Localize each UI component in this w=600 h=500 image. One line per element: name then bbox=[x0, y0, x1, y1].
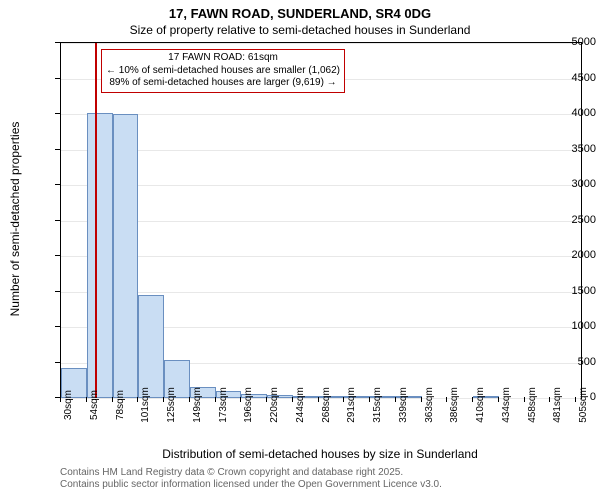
y-tick-label: 3000 bbox=[544, 178, 596, 190]
x-tick-mark bbox=[86, 397, 87, 402]
y-axis-title: Number of semi-detached properties bbox=[8, 109, 22, 329]
y-tick-mark bbox=[55, 184, 60, 185]
x-tick-mark bbox=[524, 397, 525, 402]
y-tick-label: 3500 bbox=[544, 143, 596, 155]
footer-line-1: Contains HM Land Registry data © Crown c… bbox=[60, 467, 403, 478]
x-tick-mark bbox=[498, 397, 499, 402]
gridline bbox=[61, 150, 581, 151]
y-tick-mark bbox=[55, 220, 60, 221]
x-tick-mark bbox=[137, 397, 138, 402]
x-tick-label: 386sqm bbox=[449, 387, 460, 423]
x-tick-mark bbox=[292, 397, 293, 402]
annotation-line: ← 10% of semi-detached houses are smalle… bbox=[106, 65, 340, 78]
y-tick-mark bbox=[55, 291, 60, 292]
x-tick-label: 78sqm bbox=[115, 390, 126, 420]
y-tick-mark bbox=[55, 255, 60, 256]
x-tick-label: 125sqm bbox=[166, 387, 177, 423]
histogram-bar bbox=[113, 114, 138, 398]
x-tick-mark bbox=[575, 397, 576, 402]
x-tick-label: 458sqm bbox=[527, 387, 538, 423]
property-marker-line bbox=[95, 43, 97, 398]
x-tick-mark bbox=[421, 397, 422, 402]
x-tick-label: 481sqm bbox=[552, 387, 563, 423]
x-tick-mark bbox=[60, 397, 61, 402]
x-tick-mark bbox=[215, 397, 216, 402]
y-tick-mark bbox=[55, 42, 60, 43]
annotation-line: 89% of semi-detached houses are larger (… bbox=[106, 77, 340, 90]
x-tick-mark bbox=[189, 397, 190, 402]
x-tick-label: 196sqm bbox=[243, 387, 254, 423]
y-tick-label: 5000 bbox=[544, 36, 596, 48]
x-tick-mark bbox=[549, 397, 550, 402]
x-tick-label: 410sqm bbox=[475, 387, 486, 423]
y-tick-label: 1000 bbox=[544, 320, 596, 332]
y-tick-label: 4500 bbox=[544, 72, 596, 84]
gridline bbox=[61, 256, 581, 257]
histogram-bar bbox=[87, 113, 113, 398]
chart-plot-area: 17 FAWN ROAD: 61sqm← 10% of semi-detache… bbox=[60, 42, 582, 399]
y-tick-label: 2500 bbox=[544, 214, 596, 226]
x-tick-label: 291sqm bbox=[346, 387, 357, 423]
gridline bbox=[61, 221, 581, 222]
x-tick-mark bbox=[395, 397, 396, 402]
y-tick-label: 500 bbox=[544, 356, 596, 368]
x-tick-mark bbox=[446, 397, 447, 402]
y-tick-mark bbox=[55, 78, 60, 79]
x-tick-label: 268sqm bbox=[321, 387, 332, 423]
histogram-bar bbox=[138, 295, 164, 398]
y-tick-label: 2000 bbox=[544, 249, 596, 261]
x-tick-label: 220sqm bbox=[269, 387, 280, 423]
x-tick-mark bbox=[318, 397, 319, 402]
annotation-line: 17 FAWN ROAD: 61sqm bbox=[106, 52, 340, 65]
y-tick-mark bbox=[55, 362, 60, 363]
y-tick-mark bbox=[55, 113, 60, 114]
x-tick-mark bbox=[369, 397, 370, 402]
x-tick-label: 30sqm bbox=[63, 390, 74, 420]
annotation-box: 17 FAWN ROAD: 61sqm← 10% of semi-detache… bbox=[101, 49, 345, 93]
y-tick-mark bbox=[55, 149, 60, 150]
x-tick-label: 173sqm bbox=[218, 387, 229, 423]
x-tick-label: 339sqm bbox=[398, 387, 409, 423]
x-tick-label: 101sqm bbox=[140, 387, 151, 423]
y-tick-mark bbox=[55, 326, 60, 327]
chart-title-main: 17, FAWN ROAD, SUNDERLAND, SR4 0DG bbox=[0, 0, 600, 21]
gridline bbox=[61, 292, 581, 293]
x-tick-label: 315sqm bbox=[372, 387, 383, 423]
x-tick-label: 434sqm bbox=[501, 387, 512, 423]
x-tick-mark bbox=[266, 397, 267, 402]
gridline bbox=[61, 114, 581, 115]
x-tick-mark bbox=[240, 397, 241, 402]
x-tick-mark bbox=[112, 397, 113, 402]
x-tick-label: 54sqm bbox=[89, 390, 100, 420]
x-tick-mark bbox=[472, 397, 473, 402]
footer-line-2: Contains public sector information licen… bbox=[60, 479, 442, 490]
x-axis-title: Distribution of semi-detached houses by … bbox=[60, 447, 580, 461]
x-tick-label: 244sqm bbox=[295, 387, 306, 423]
x-tick-label: 149sqm bbox=[192, 387, 203, 423]
gridline bbox=[61, 43, 581, 44]
x-tick-label: 363sqm bbox=[424, 387, 435, 423]
chart-title-sub: Size of property relative to semi-detach… bbox=[0, 21, 600, 37]
gridline bbox=[61, 185, 581, 186]
x-tick-label: 505sqm bbox=[578, 387, 589, 423]
y-tick-label: 4000 bbox=[544, 107, 596, 119]
y-tick-label: 1500 bbox=[544, 285, 596, 297]
x-tick-mark bbox=[163, 397, 164, 402]
x-tick-mark bbox=[343, 397, 344, 402]
